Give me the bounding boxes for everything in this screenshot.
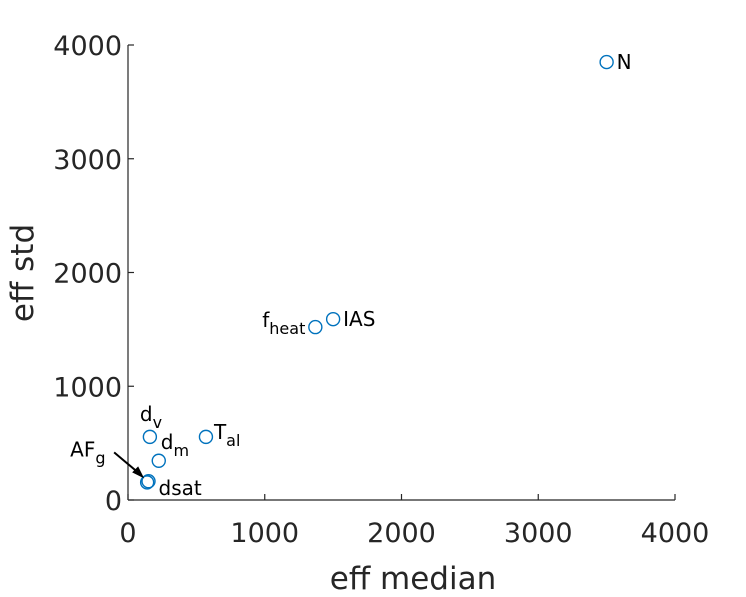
point-label: dsat (159, 476, 202, 500)
point-label: fheat (262, 308, 305, 338)
data-point (308, 319, 323, 335)
y-tick-label: 4000 (53, 31, 122, 62)
data-point (599, 54, 614, 70)
tick-labels: 0 1000 2000 3000 4000 0 1000 2000 3000 4000 (53, 31, 709, 549)
point-label-base: IAS (343, 307, 375, 331)
data-point (151, 453, 166, 468)
point-label-base: f (262, 308, 270, 332)
point-label-subscript: g (95, 448, 105, 467)
y-tick-label: 3000 (53, 145, 122, 176)
x-tick-label: 2000 (367, 518, 436, 549)
point-label: AFg (70, 437, 105, 467)
data-point (325, 311, 341, 327)
point-label-subscript: v (153, 413, 162, 432)
point-label-base: AF (70, 437, 95, 461)
point-label-base: N (617, 50, 632, 74)
x-tick-label: 1000 (230, 518, 299, 549)
point-label-base: T (213, 420, 227, 444)
y-tick-label: 1000 (53, 372, 122, 403)
data-point (141, 474, 156, 489)
point-label-base: dsat (159, 476, 202, 500)
axes (127, 44, 676, 501)
data-point (198, 429, 214, 445)
y-tick-label: 0 (105, 486, 122, 517)
annotation-arrow-head (132, 466, 145, 479)
point-label-subscript: heat (269, 319, 305, 338)
y-axis-label: eff std (5, 224, 41, 322)
point-label: Tal (213, 420, 240, 450)
point-label: dm (161, 430, 189, 460)
point-label-base: d (161, 430, 174, 454)
x-axis-label: eff median (330, 561, 497, 597)
x-tick-label: 0 (119, 518, 136, 549)
x-tick-label: 4000 (641, 518, 710, 549)
data-point (139, 475, 155, 490)
point-label: N (617, 50, 632, 74)
x-tick-label: 3000 (504, 518, 573, 549)
point-label-subscript: al (226, 431, 240, 450)
point-label-subscript: m (173, 441, 189, 460)
y-tick-label: 2000 (53, 259, 122, 290)
data-points (139, 54, 614, 490)
data-point (142, 429, 158, 445)
point-label: IAS (343, 307, 375, 331)
point-label: dv (140, 402, 162, 432)
point-label-base: d (140, 402, 153, 426)
